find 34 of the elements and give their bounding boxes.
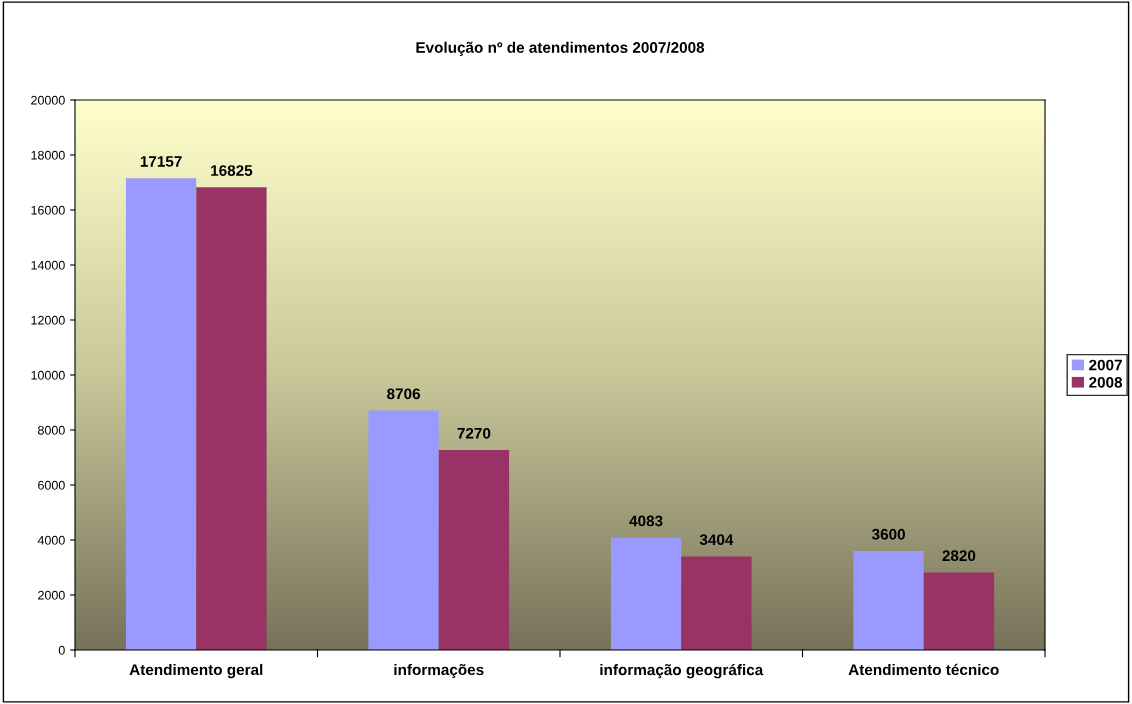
bar [923,572,995,650]
y-tick-label: 20000 [31,95,65,105]
data-label: 2820 [942,550,976,562]
x-tick-label: informação geográfica [600,663,764,679]
x-tick-label: Atendimento geral [129,663,263,679]
y-tick-label: 18000 [31,150,65,160]
data-label: 16825 [211,165,253,176]
bar [196,187,267,650]
x-tick-label: informações [394,663,484,679]
y-tick-label: 12000 [31,315,65,325]
legend-label: 2007 [1089,359,1122,371]
y-tick-label: 10000 [31,370,65,380]
y-tick-label: 16000 [31,205,65,215]
y-tick-label: 4000 [37,535,65,545]
bar [681,556,752,650]
data-label: 7270 [457,427,491,439]
y-tick-label: 2000 [38,590,65,600]
y-tick-label: 0 [58,645,65,655]
data-label: 3600 [871,528,905,540]
y-tick-label: 8000 [38,425,65,435]
bar [438,450,510,650]
x-tick-label: Atendimento técnico [848,663,999,676]
bar [125,178,197,650]
bar [853,551,924,650]
chart-title: Evolução nº de atendimentos 2007/2008 [416,41,705,56]
y-tick-label: 6000 [38,480,65,490]
y-tick-label: 14000 [31,260,65,270]
data-label: 4083 [629,515,663,527]
bar [610,537,682,650]
data-label: 8706 [387,388,421,400]
data-label: 3404 [699,534,734,546]
legend-label: 2008 [1089,376,1123,388]
bar [368,410,439,650]
data-label: 17157 [140,156,182,167]
